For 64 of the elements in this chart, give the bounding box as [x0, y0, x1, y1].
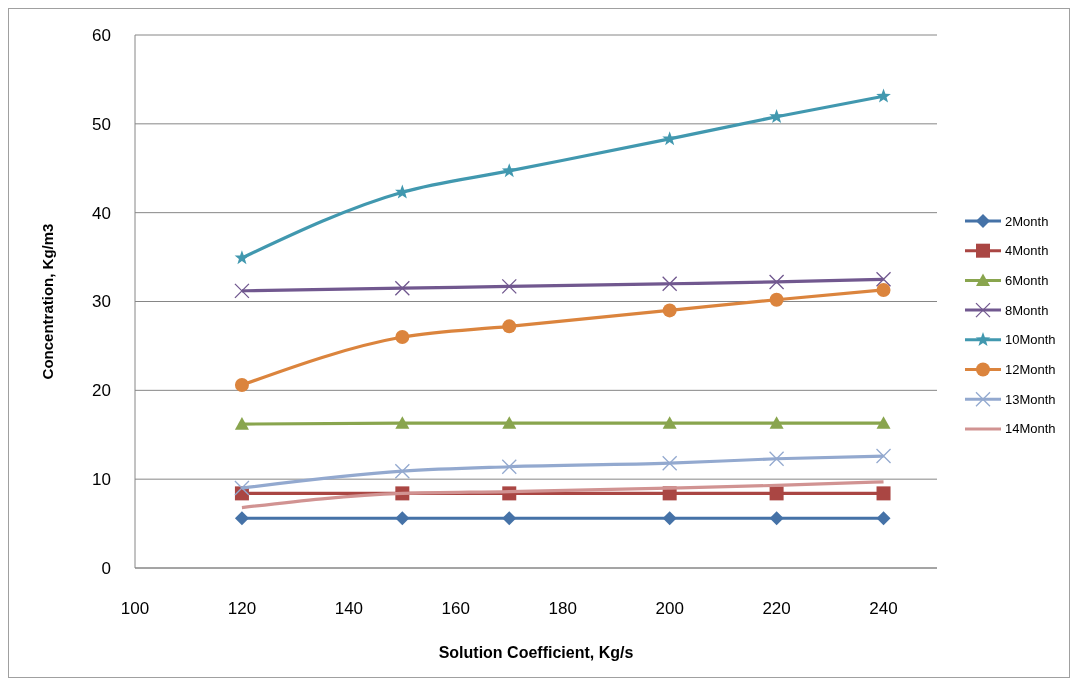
point [501, 278, 517, 295]
x-axis-title: Solution Coefficient, Kg/s [438, 644, 634, 661]
legend-label: 14Month [1005, 421, 1056, 437]
x-tick-label: 100 [120, 599, 150, 618]
point [769, 486, 784, 501]
y-tick-label: 50 [92, 114, 111, 134]
point [662, 276, 678, 292]
y-tick-label: 60 [92, 25, 111, 45]
y-tick-label: 10 [92, 470, 111, 490]
point [502, 319, 517, 334]
point [234, 480, 250, 496]
point [769, 511, 784, 526]
x-tick-label: 120 [227, 599, 257, 618]
point [876, 416, 891, 429]
point [395, 416, 410, 429]
point [769, 292, 784, 307]
y-tick-label: 30 [92, 292, 111, 312]
point [234, 378, 249, 392]
x-tick-label: 200 [655, 599, 684, 618]
y-tick-label: 0 [101, 558, 111, 578]
point [395, 184, 410, 199]
point [875, 271, 892, 287]
point [876, 88, 891, 103]
point [501, 459, 517, 475]
legend-label: 12Month [1005, 362, 1056, 378]
point [875, 448, 892, 464]
point [662, 455, 678, 471]
point [234, 511, 249, 526]
point [876, 511, 891, 526]
legend-label: 10Month [1005, 332, 1056, 348]
point [234, 283, 250, 299]
point [662, 131, 677, 146]
point [501, 163, 517, 178]
x-tick-label: 240 [869, 599, 898, 618]
y-tick-label: 40 [92, 203, 111, 223]
point [769, 416, 784, 429]
point [394, 463, 410, 479]
point [768, 274, 785, 290]
x-tick-label: 220 [762, 599, 791, 618]
point [502, 511, 517, 526]
point [502, 416, 517, 429]
x-tick-label: 180 [548, 599, 577, 618]
point [662, 511, 677, 526]
point [769, 109, 784, 123]
y-axis-title: Concentration, Kg/m3 [39, 223, 56, 380]
legend-label: 4Month [1005, 243, 1049, 259]
point [394, 280, 410, 296]
point [662, 416, 677, 429]
x-tick-label: 140 [334, 599, 364, 618]
point [768, 451, 785, 467]
legend-label: 8Month [1005, 302, 1049, 318]
line-series [240, 480, 886, 510]
point [234, 417, 249, 430]
point [876, 486, 891, 501]
point [234, 250, 250, 265]
point [395, 511, 410, 526]
legend-label: 13Month [1005, 391, 1056, 407]
legend-label: 6Month [1005, 272, 1049, 288]
point [395, 330, 410, 345]
x-tick-label: 160 [441, 599, 470, 618]
point [876, 282, 891, 297]
legend-label: 2Month [1005, 213, 1049, 229]
y-tick-label: 20 [92, 381, 111, 401]
point [662, 303, 677, 318]
